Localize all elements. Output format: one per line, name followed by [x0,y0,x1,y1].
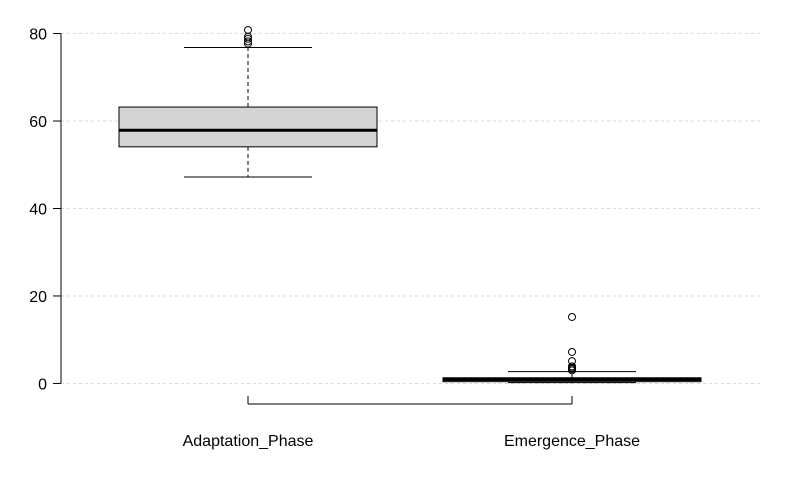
x-tick-label-1: Emergence_Phase [504,433,640,450]
box-group-0 [118,26,378,178]
axes: 0 20 40 60 80 Adaptation_Phase Emergence_Phase [29,27,640,450]
outlier-emergence-phase-5 [568,347,576,356]
gridlines [61,33,762,384]
outlier-emergence-phase-6 [568,312,576,321]
y-tick-label-20: 20 [29,289,47,306]
y-tick-label-80: 80 [29,27,47,44]
outlier-adaptation-phase-4 [244,26,252,35]
outlier-adaptation-phase-2 [244,34,252,43]
y-tick-label-40: 40 [29,202,47,219]
outlier-emergence-phase-3 [568,362,576,371]
outlier-adaptation-phase-1 [244,37,252,46]
box-adaptation-phase [118,106,378,148]
y-tick-label-60: 60 [29,114,47,131]
x-tick-label-0: Adaptation_Phase [183,433,314,450]
boxes [118,26,702,384]
outlier-emergence-phase-4 [568,357,576,366]
y-tick-label-0: 0 [38,376,47,393]
box-group-1 [442,312,702,384]
